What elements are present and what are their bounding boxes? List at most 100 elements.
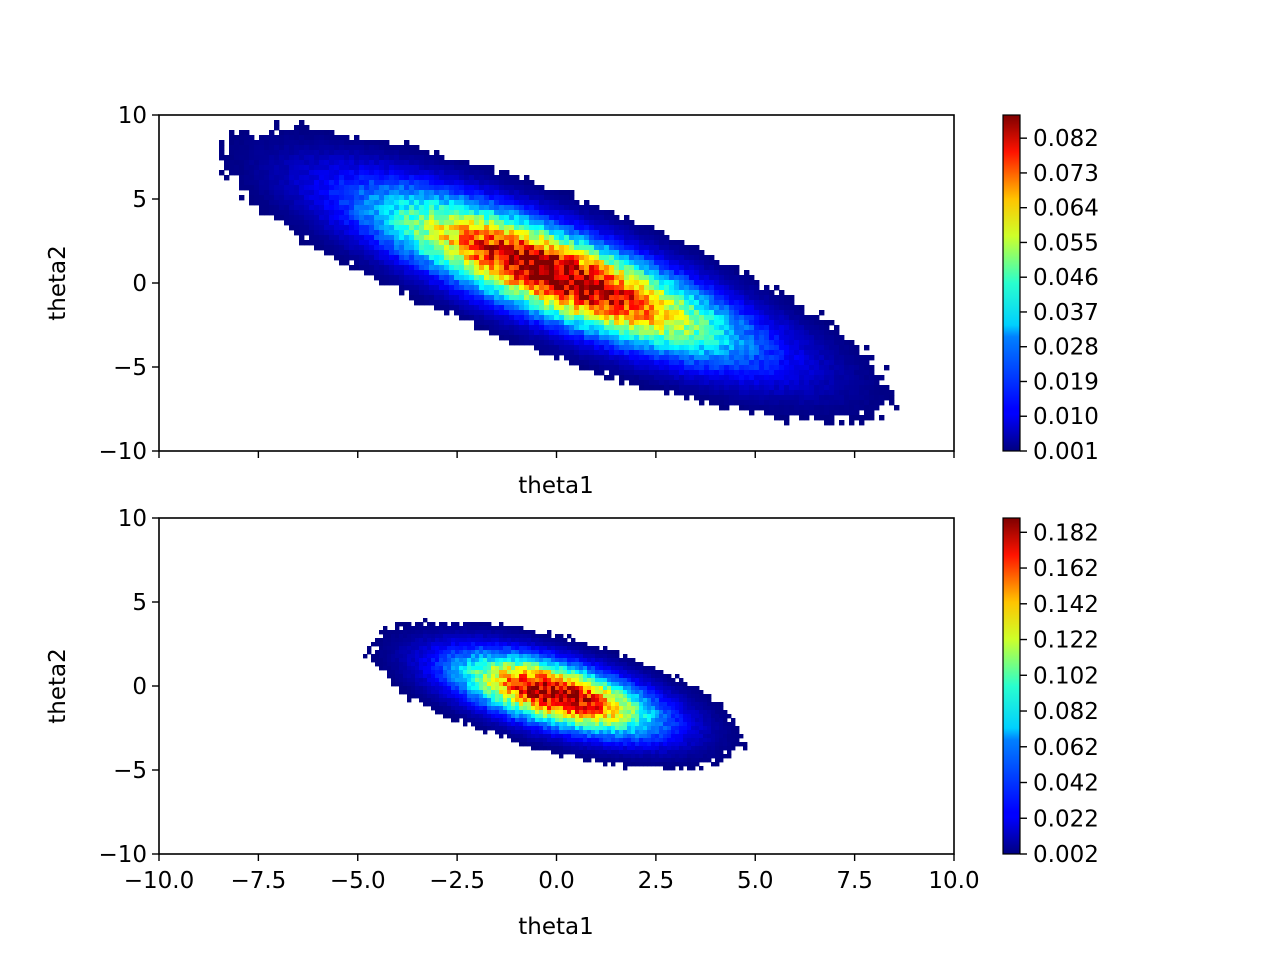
density-cell	[304, 225, 310, 231]
density-cell	[535, 678, 540, 683]
density-cell	[274, 135, 280, 141]
density-cell	[494, 285, 500, 291]
density-cell	[704, 355, 710, 361]
density-cell	[494, 300, 500, 306]
density-cell	[764, 345, 770, 351]
density-cell	[679, 250, 685, 256]
density-cell	[499, 646, 504, 651]
density-cell	[299, 180, 305, 186]
density-cell	[754, 295, 760, 301]
density-cell	[583, 682, 588, 687]
density-cell	[804, 325, 810, 331]
density-cell	[864, 395, 870, 401]
density-cell	[495, 658, 500, 663]
density-cell	[379, 200, 385, 206]
density-cell	[299, 155, 305, 161]
density-cell	[487, 706, 492, 711]
density-cell	[404, 170, 410, 176]
density-cell	[427, 698, 432, 703]
density-cell	[475, 714, 480, 719]
density-cell	[714, 330, 720, 336]
density-cell	[619, 345, 625, 351]
density-cell	[694, 340, 700, 346]
density-cell	[619, 380, 625, 386]
density-cell	[511, 662, 516, 667]
density-cell	[524, 295, 530, 301]
density-cell	[439, 670, 444, 675]
density-cell	[724, 395, 730, 401]
density-cell	[539, 330, 545, 336]
density-cell	[383, 642, 388, 647]
density-cell	[609, 310, 615, 316]
density-cell	[379, 145, 385, 151]
density-cell	[609, 215, 615, 221]
density-cell	[595, 718, 600, 723]
density-cell	[634, 230, 640, 236]
density-cell	[649, 240, 655, 246]
density-cell	[604, 225, 610, 231]
density-cell	[411, 670, 416, 675]
density-cell	[454, 250, 460, 256]
density-cell	[724, 390, 730, 396]
density-cell	[589, 220, 595, 226]
density-cell	[487, 658, 492, 663]
density-cell	[334, 230, 340, 236]
density-cell	[447, 686, 452, 691]
density-cell	[859, 375, 865, 381]
density-cell	[489, 275, 495, 281]
density-cell	[555, 678, 560, 683]
density-cell	[375, 638, 380, 643]
density-cell	[444, 190, 450, 196]
density-cell	[467, 638, 472, 643]
density-cell	[784, 330, 790, 336]
density-cell	[404, 215, 410, 221]
density-cell	[494, 315, 500, 321]
density-cell	[699, 270, 705, 276]
density-cell	[594, 315, 600, 321]
density-cell	[359, 195, 365, 201]
density-cell	[324, 165, 330, 171]
density-cell	[339, 220, 345, 226]
density-cell	[304, 170, 310, 176]
density-cell	[684, 365, 690, 371]
density-cell	[374, 165, 380, 171]
density-cell	[629, 345, 635, 351]
density-cell	[529, 325, 535, 331]
density-cell	[369, 205, 375, 211]
density-cell	[339, 185, 345, 191]
density-cell	[744, 300, 750, 306]
density-cell	[524, 305, 530, 311]
density-cell	[569, 225, 575, 231]
density-cell	[539, 220, 545, 226]
density-cell	[399, 175, 405, 181]
density-cell	[419, 646, 424, 651]
density-cell	[543, 634, 548, 639]
density-cell	[589, 350, 595, 356]
density-cell	[339, 245, 345, 251]
density-cell	[504, 320, 510, 326]
density-cell	[319, 215, 325, 221]
density-cell	[364, 160, 370, 166]
density-cell	[547, 682, 552, 687]
density-cell	[499, 686, 504, 691]
density-cell	[584, 325, 590, 331]
density-cell	[684, 320, 690, 326]
density-cell	[654, 235, 660, 241]
density-cell	[759, 395, 765, 401]
density-cell	[654, 265, 660, 271]
density-cell	[447, 662, 452, 667]
density-cell	[699, 370, 705, 376]
density-cell	[399, 235, 405, 241]
density-cell	[489, 300, 495, 306]
density-cell	[579, 674, 584, 679]
density-cell	[575, 710, 580, 715]
density-cell	[384, 280, 390, 286]
density-cell	[364, 185, 370, 191]
density-cell	[399, 220, 405, 226]
density-cell	[604, 345, 610, 351]
density-cell	[414, 275, 420, 281]
density-cell	[794, 360, 800, 366]
density-cell	[567, 722, 572, 727]
density-cell	[479, 650, 484, 655]
density-cell	[769, 325, 775, 331]
